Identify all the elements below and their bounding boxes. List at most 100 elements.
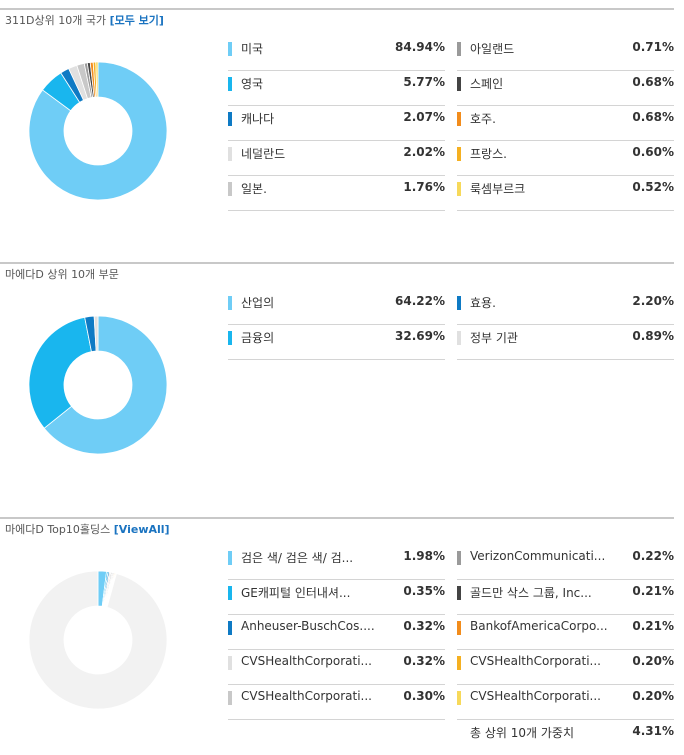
legend-label: 금융의 [241, 331, 275, 345]
legend-row: 검은 색/ 검은 색/ 검... 1.98% [228, 546, 445, 580]
legend-row: 금융의 32.69% [228, 326, 445, 360]
legend-column-right: 효용. 2.20% 정부 기관 0.89% [457, 291, 674, 361]
view-all-link[interactable]: [ViewAll] [113, 523, 170, 536]
legend-swatch [457, 147, 461, 161]
legend-swatch [457, 77, 461, 91]
legend-swatch [228, 621, 232, 635]
legend-row: CVSHealthCorporati... 0.20% [457, 686, 674, 720]
legend-row: 캐나다 2.07% [228, 107, 445, 141]
legend-row: 미국 84.94% [228, 37, 445, 71]
section-divider [0, 8, 674, 10]
legend-value: 0.32% [403, 654, 445, 668]
legend-swatch [228, 331, 232, 345]
legend-value: 0.21% [632, 619, 674, 633]
legend-swatch [457, 691, 461, 705]
legend-label: 효용. [470, 296, 496, 310]
legend-label: 골드만 삭스 그룹, Inc... [470, 586, 592, 600]
legend-swatch [228, 147, 232, 161]
legend-column-left: 산업의 64.22% 금융의 32.69% [228, 291, 445, 361]
legend-label: CVSHealthCorporati... [241, 654, 372, 668]
sectors-donut-chart [28, 315, 168, 455]
legend-row: 호주. 0.68% [457, 107, 674, 141]
legend-value: 32.69% [395, 329, 445, 343]
legend-row: 효용. 2.20% [457, 291, 674, 325]
legend-column-right: 아일랜드 0.71% 스페인 0.68% 호주. 0.68% 프랑스. 0.60% 룩셈부르크 0… [457, 37, 674, 212]
legend-value: 64.22% [395, 294, 445, 308]
legend-value: 5.77% [403, 75, 445, 89]
legend-label: 산업의 [241, 296, 275, 310]
donut-slice [28, 316, 92, 429]
legend-label: 미국 [241, 42, 264, 56]
legend-label: 호주. [470, 112, 496, 126]
section-title: 311D상위 10개 국가 [모두 보기] [5, 12, 164, 28]
legend-row: Anheuser-BuschCos.... 0.32% [228, 616, 445, 650]
legend-value: 2.07% [403, 110, 445, 124]
legend-label: CVSHealthCorporati... [241, 689, 372, 703]
legend-swatch [457, 621, 461, 635]
legend-swatch [457, 42, 461, 56]
legend-label: 네덜란드 [241, 147, 286, 161]
legend-row: 룩셈부르크 0.52% [457, 177, 674, 211]
legend-swatch [457, 296, 461, 310]
legend-label: 검은 색/ 검은 색/ 검... [241, 551, 354, 565]
legend-swatch [228, 656, 232, 670]
section-title: 마에다D Top10홀딩스 [ViewAll] [5, 521, 170, 537]
legend-value: 0.35% [403, 584, 445, 598]
legend-value: 0.22% [632, 549, 674, 563]
view-all-link[interactable]: [모두 보기] [109, 14, 164, 27]
legend-swatch [228, 182, 232, 196]
legend-value: 0.20% [632, 654, 674, 668]
legend-label: GE캐피털 인터내셔... [241, 586, 351, 600]
legend-swatch [228, 691, 232, 705]
legend-label: 프랑스. [470, 147, 507, 161]
legend-row: 스페인 0.68% [457, 72, 674, 106]
legend-column-right: VerizonCommunicati... 0.22% 골드만 삭스 그룹, Inc… [457, 546, 674, 755]
countries-section: 311D상위 10개 국가 [모두 보기] 미국 84.94% 영국 5.77% 캐나다… [0, 8, 676, 238]
holdings-section: 마에다D Top10홀딩스 [ViewAll] 검은 색/ 검은 색/ 검...… [0, 517, 676, 747]
donut-slice [93, 315, 99, 352]
legend-value: 0.68% [632, 110, 674, 124]
sectors-section: 마에다D 상위 10개 부문 산업의 64.22% 금융의 32.69% 효용. 2.2… [0, 262, 676, 492]
legend-row: 정부 기관 0.89% [457, 326, 674, 360]
section-title: 마에다D 상위 10개 부문 [5, 266, 119, 282]
donut-slice [28, 61, 168, 201]
legend-value: 84.94% [395, 40, 445, 54]
legend-row: BankofAmericaCorpo... 0.21% [457, 616, 674, 650]
legend-value: 0.68% [632, 75, 674, 89]
legend-swatch [228, 296, 232, 310]
legend-row: 프랑스. 0.60% [457, 142, 674, 176]
legend-label: 영국 [241, 77, 264, 91]
legend-row: 골드만 삭스 그룹, Inc... 0.21% [457, 581, 674, 615]
legend-value: 1.98% [403, 549, 445, 563]
holdings-donut-chart [28, 570, 168, 710]
legend-swatch [457, 551, 461, 565]
legend-swatch [228, 586, 232, 600]
legend-row: 일본. 1.76% [228, 177, 445, 211]
donut-remainder-slice [28, 570, 168, 710]
legend-swatch [457, 586, 461, 600]
legend-row: CVSHealthCorporati... 0.20% [457, 651, 674, 685]
legend-label: 캐나다 [241, 112, 275, 126]
legend-value: 2.02% [403, 145, 445, 159]
legend-label: 스페인 [470, 77, 504, 91]
section-divider [0, 517, 674, 519]
legend-swatch [228, 42, 232, 56]
legend-swatch [228, 77, 232, 91]
legend-column-left: 미국 84.94% 영국 5.77% 캐나다 2.07% 네덜란드 2.02% 일본. 1.76% [228, 37, 445, 212]
legend-row: VerizonCommunicati... 0.22% [457, 546, 674, 580]
legend-label: 룩셈부르크 [470, 182, 526, 196]
legend-swatch [457, 331, 461, 345]
legend-value: 0.21% [632, 584, 674, 598]
legend-row: GE캐피털 인터내셔... 0.35% [228, 581, 445, 615]
total-row: 총 상위 10개 가중치 4.31% [457, 721, 674, 755]
total-label: 총 상위 10개 가중치 [470, 726, 574, 740]
legend-label: 아일랜드 [470, 42, 515, 56]
legend-swatch [228, 551, 232, 565]
legend-value: 0.89% [632, 329, 674, 343]
legend-label: CVSHealthCorporati... [470, 689, 601, 703]
legend-row: CVSHealthCorporati... 0.30% [228, 686, 445, 720]
legend-row: CVSHealthCorporati... 0.32% [228, 651, 445, 685]
legend-row: 아일랜드 0.71% [457, 37, 674, 71]
legend-label: Anheuser-BuschCos.... [241, 619, 375, 633]
section-title-text: 311D상위 10개 국가 [5, 14, 107, 27]
